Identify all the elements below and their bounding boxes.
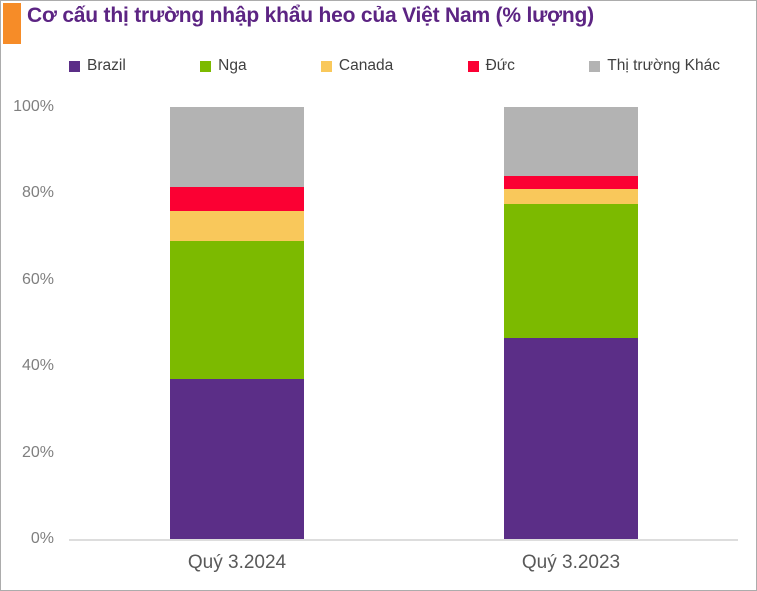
legend-swatch-icon xyxy=(320,60,332,72)
legend-label: Đức xyxy=(485,57,515,74)
y-tick-label: 80% xyxy=(21,184,54,202)
stacked-bar-0 xyxy=(170,107,304,539)
bar-segment-thị-trường-khác xyxy=(504,107,638,177)
legend-label: Canada xyxy=(338,57,394,74)
legend-item-4: Thị trường Khác xyxy=(589,57,720,75)
bar-segment-đức xyxy=(170,186,304,211)
legend: Brazil Nga Canada Đức Thị trường Khác xyxy=(69,56,720,76)
chart-title: Cơ cấu thị trường nhập khẩu heo của Việt… xyxy=(27,4,594,27)
legend-swatch-icon xyxy=(69,60,80,72)
legend-item-0: Brazil xyxy=(69,57,126,75)
plot-area xyxy=(69,107,738,541)
bar-segment-brazil xyxy=(170,379,304,539)
stacked-bar-1 xyxy=(504,107,638,539)
y-tick-label: 60% xyxy=(21,270,54,288)
bar-segment-canada xyxy=(170,210,304,241)
bar-segment-nga xyxy=(170,240,304,380)
legend-swatch-icon xyxy=(200,60,212,72)
x-category-label: Quý 3.2024 xyxy=(187,552,287,573)
legend-label: Nga xyxy=(218,57,247,74)
legend-item-1: Nga xyxy=(200,57,247,75)
legend-item-2: Canada xyxy=(320,57,394,75)
legend-label: Thị trường Khác xyxy=(607,57,720,74)
bar-segment-nga xyxy=(504,204,638,339)
legend-swatch-icon xyxy=(467,60,479,72)
legend-label: Brazil xyxy=(87,57,126,74)
y-tick-label: 0% xyxy=(30,530,54,547)
y-tick-label: 40% xyxy=(21,357,54,375)
bar-segment-thị-trường-khác xyxy=(170,107,304,187)
bar-segment-canada xyxy=(504,189,638,205)
legend-swatch-icon xyxy=(589,60,601,72)
bar-segment-đức xyxy=(504,176,638,190)
y-tick-label: 20% xyxy=(21,443,54,461)
accent-bar xyxy=(3,3,21,44)
x-category-label: Quý 3.2023 xyxy=(521,552,621,573)
bar-segment-brazil xyxy=(504,338,638,539)
legend-item-3: Đức xyxy=(467,57,515,75)
y-tick-label: 100% xyxy=(13,98,54,115)
